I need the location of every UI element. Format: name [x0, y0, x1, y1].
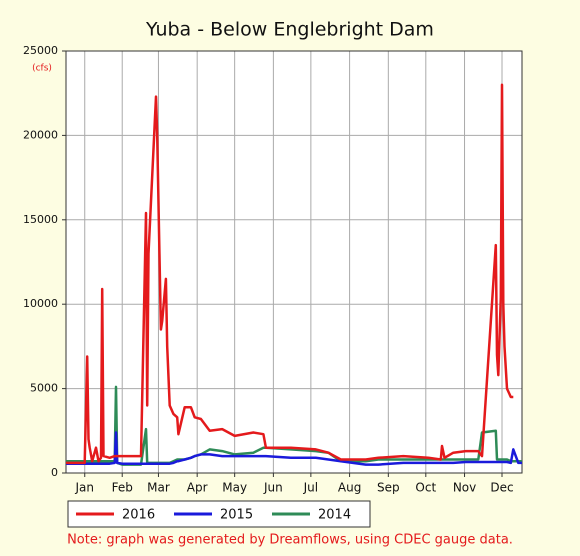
x-tick-label: Jan: [74, 481, 94, 495]
x-tick-label: Aug: [338, 481, 361, 495]
x-tick-label: Dec: [490, 481, 513, 495]
x-tick-label: Mar: [147, 481, 170, 495]
y-tick-label: 5000: [30, 382, 58, 395]
x-tick-label: Jul: [303, 481, 318, 495]
legend-label: 2014: [318, 508, 351, 523]
y-tick-label: 10000: [23, 297, 58, 310]
x-tick-label: Sep: [377, 481, 400, 495]
legend: [67, 500, 371, 528]
legend-label: 2015: [220, 508, 253, 523]
chart-title: Yuba - Below Englebright Dam: [145, 19, 434, 41]
x-tick-label: Jun: [263, 481, 283, 495]
y-tick-label: 15000: [23, 213, 58, 226]
y-tick-label: 20000: [23, 128, 58, 141]
x-tick-label: Apr: [187, 481, 208, 495]
x-tick-label: Feb: [112, 481, 133, 495]
plot-frame: [65, 50, 523, 474]
x-tick-label: Nov: [453, 481, 476, 495]
line-series: [66, 83, 514, 465]
note: Note: graph was generated by Dreamflows,…: [67, 533, 513, 548]
y-axis-label: (cfs): [32, 64, 52, 74]
y-tick-label: 0: [51, 466, 58, 479]
plot-area: [66, 51, 522, 473]
legend-label: 2016: [122, 508, 155, 523]
line-series: [66, 431, 522, 466]
x-tick-label: Oct: [415, 481, 436, 495]
x-tick-label: May: [222, 481, 247, 495]
y-tick-label: 25000: [23, 44, 58, 57]
